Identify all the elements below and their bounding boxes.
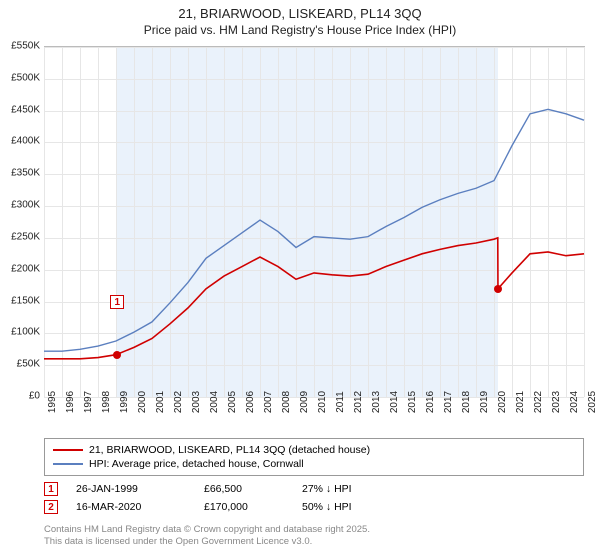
legend-label-property: 21, BRIARWOOD, LISKEARD, PL14 3QQ (detac…: [89, 444, 370, 456]
x-tick-label: 2025: [587, 391, 598, 413]
y-tick-label: £500K: [0, 72, 40, 83]
x-tick-label: 2018: [461, 391, 472, 413]
footer-attribution: Contains HM Land Registry data © Crown c…: [44, 524, 370, 549]
y-tick-label: £250K: [0, 231, 40, 242]
x-tick-label: 2005: [227, 391, 238, 413]
chart-area: 12 £0£50K£100K£150K£200K£250K£300K£350K£…: [44, 46, 584, 396]
x-tick-label: 2002: [173, 391, 184, 413]
sale-dot: [494, 285, 502, 293]
sale-marker-box: 1: [110, 295, 124, 309]
sale-index-box: 1: [44, 482, 58, 496]
y-tick-label: £550K: [0, 41, 40, 52]
x-tick-label: 1999: [119, 391, 130, 413]
sale-row: 1 26-JAN-1999 £66,500 27% ↓ HPI: [44, 480, 584, 498]
sale-price: £170,000: [204, 501, 284, 513]
x-tick-label: 1995: [47, 391, 58, 413]
y-tick-label: £450K: [0, 104, 40, 115]
sale-date: 16-MAR-2020: [76, 501, 186, 513]
x-tick-label: 2012: [353, 391, 364, 413]
sale-index-box: 2: [44, 500, 58, 514]
x-tick-label: 2000: [137, 391, 148, 413]
x-tick-label: 2024: [569, 391, 580, 413]
sale-row: 2 16-MAR-2020 £170,000 50% ↓ HPI: [44, 498, 584, 516]
sale-dot: [113, 351, 121, 359]
x-tick-label: 2021: [515, 391, 526, 413]
x-tick-label: 2013: [371, 391, 382, 413]
sale-hpi-delta: 50% ↓ HPI: [302, 501, 352, 513]
y-tick-label: £50K: [0, 359, 40, 370]
chart-series-svg: [44, 47, 584, 397]
x-tick-label: 2022: [533, 391, 544, 413]
x-tick-label: 2017: [443, 391, 454, 413]
x-tick-label: 2003: [191, 391, 202, 413]
footer-line1: Contains HM Land Registry data © Crown c…: [44, 524, 370, 536]
y-tick-label: £100K: [0, 327, 40, 338]
y-tick-label: £300K: [0, 200, 40, 211]
sale-hpi-delta: 27% ↓ HPI: [302, 483, 352, 495]
sales-table: 1 26-JAN-1999 £66,500 27% ↓ HPI 2 16-MAR-2020…: [44, 480, 584, 516]
x-tick-label: 2015: [407, 391, 418, 413]
x-tick-label: 2004: [209, 391, 220, 413]
x-tick-label: 2023: [551, 391, 562, 413]
x-tick-label: 2011: [335, 391, 346, 413]
chart-subtitle: Price paid vs. HM Land Registry's House …: [0, 21, 600, 37]
x-tick-label: 2019: [479, 391, 490, 413]
x-tick-label: 2001: [155, 391, 166, 413]
x-tick-label: 2008: [281, 391, 292, 413]
y-tick-label: £200K: [0, 263, 40, 274]
legend-row-hpi: HPI: Average price, detached house, Corn…: [53, 457, 575, 471]
legend-row-property: 21, BRIARWOOD, LISKEARD, PL14 3QQ (detac…: [53, 443, 575, 457]
y-tick-label: £0: [0, 391, 40, 402]
legend-box: 21, BRIARWOOD, LISKEARD, PL14 3QQ (detac…: [44, 438, 584, 476]
plot-region: 12: [44, 46, 585, 397]
x-tick-label: 1997: [83, 391, 94, 413]
y-tick-label: £350K: [0, 168, 40, 179]
sale-date: 26-JAN-1999: [76, 483, 186, 495]
x-tick-label: 1998: [101, 391, 112, 413]
legend-swatch-hpi: [53, 463, 83, 465]
x-tick-label: 2010: [317, 391, 328, 413]
series-line-property: [44, 238, 584, 359]
chart-title-address: 21, BRIARWOOD, LISKEARD, PL14 3QQ: [0, 0, 600, 21]
x-tick-label: 1996: [65, 391, 76, 413]
legend-swatch-property: [53, 449, 83, 451]
x-tick-label: 2020: [497, 391, 508, 413]
footer-line2: This data is licensed under the Open Gov…: [44, 536, 370, 548]
chart-frame: 21, BRIARWOOD, LISKEARD, PL14 3QQ Price …: [0, 0, 600, 560]
series-line-hpi: [44, 109, 584, 351]
x-tick-label: 2007: [263, 391, 274, 413]
y-tick-label: £150K: [0, 295, 40, 306]
sale-price: £66,500: [204, 483, 284, 495]
x-tick-label: 2006: [245, 391, 256, 413]
legend-label-hpi: HPI: Average price, detached house, Corn…: [89, 458, 304, 470]
x-tick-label: 2016: [425, 391, 436, 413]
x-tick-label: 2009: [299, 391, 310, 413]
x-tick-label: 2014: [389, 391, 400, 413]
y-tick-label: £400K: [0, 136, 40, 147]
